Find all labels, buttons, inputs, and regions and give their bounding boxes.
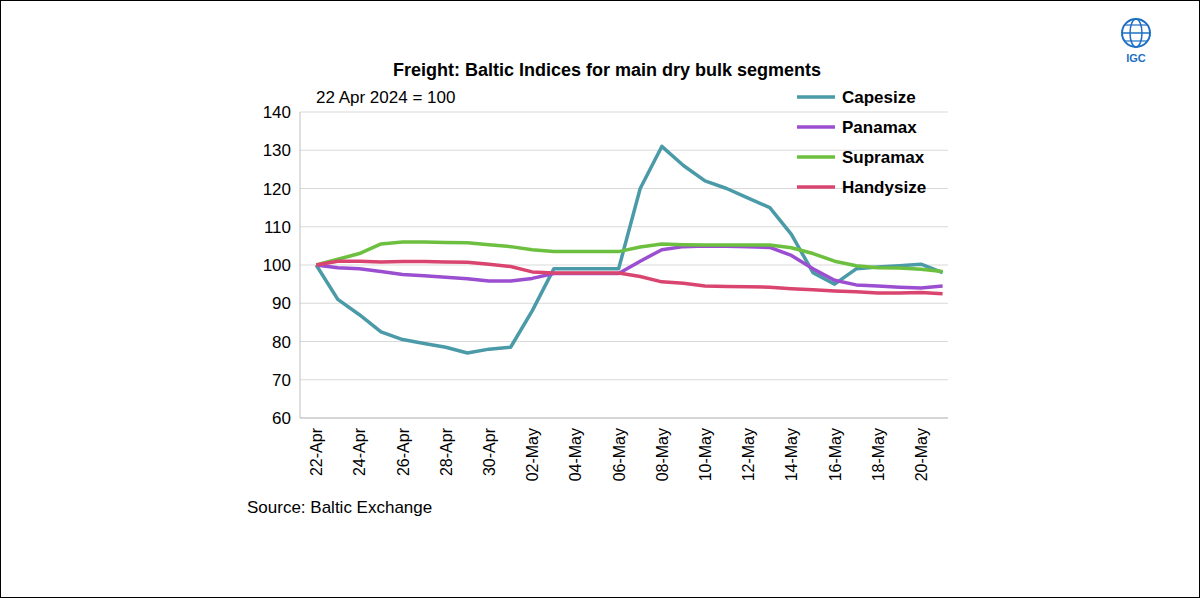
y-tick-label: 70 [272,371,291,390]
y-tick-label: 90 [272,294,291,313]
x-tick-label: 22-Apr [308,427,325,476]
logo-globe [1125,40,1147,41]
y-tick-label: 140 [263,103,291,122]
legend-label: Panamax [842,118,917,137]
x-tick-label: 06-May [611,428,628,481]
logo-globe [1122,32,1150,34]
logo: IGC [1122,19,1150,64]
y-tick-label: 110 [264,218,291,237]
x-tick-label: 16-May [827,428,844,481]
grid-line [300,418,948,419]
x-tick-label: 26-Apr [395,427,412,476]
chart: 60 70 80 90 100 110 120 130 140 22-Apr 24-Apr 26-Ap… [0,0,1200,598]
x-tick-label: 30-Apr [481,427,498,476]
y-tick-label: 130 [263,141,291,160]
y-tick-label: 120 [263,180,291,199]
legend-swatch [797,155,835,159]
frame [1,1,1200,598]
x-tick-label: 12-May [740,428,757,481]
title: Freight: Baltic Indices for main dry bul… [393,60,821,80]
source: Source: Baltic Exchange [247,498,432,517]
grid-line [300,379,948,380]
legend-swatch [797,185,835,189]
legend-label: Handysize [842,178,926,197]
x-tick-label: 20-May [913,428,930,481]
legend-swatch [797,95,835,99]
grid-line [300,303,948,304]
x-tick-label: 02-May [524,428,541,481]
grid-line [300,341,948,342]
x-tick-label: 14-May [783,428,800,481]
logo-globe [1122,19,1150,47]
legend-label: Supramax [842,148,925,167]
subtitle: 22 Apr 2024 = 100 [316,88,455,107]
grid-line [300,112,948,113]
grid-line [300,226,948,227]
legend-label: Capesize [842,88,916,107]
series-line [316,246,942,288]
x-tick-label: 08-May [654,428,671,481]
y-tick-label: 80 [272,333,291,352]
y-tick-label: 100 [263,256,291,275]
x-tick-label: 18-May [870,428,887,481]
series-line [316,146,942,353]
logo-text: IGC [1126,52,1146,64]
legend-swatch [797,125,835,129]
x-tick-label: 24-Apr [351,427,368,476]
logo-globe [1125,24,1147,25]
plot-area [316,146,942,353]
series-line [316,261,942,294]
x-tick-label: 04-May [567,428,584,481]
x-axis [300,418,948,419]
x-tick-label: 10-May [697,428,714,481]
y-axis [300,112,301,418]
series-line [316,242,942,271]
y-tick-label: 60 [272,409,291,428]
x-tick-label: 28-Apr [438,427,455,476]
